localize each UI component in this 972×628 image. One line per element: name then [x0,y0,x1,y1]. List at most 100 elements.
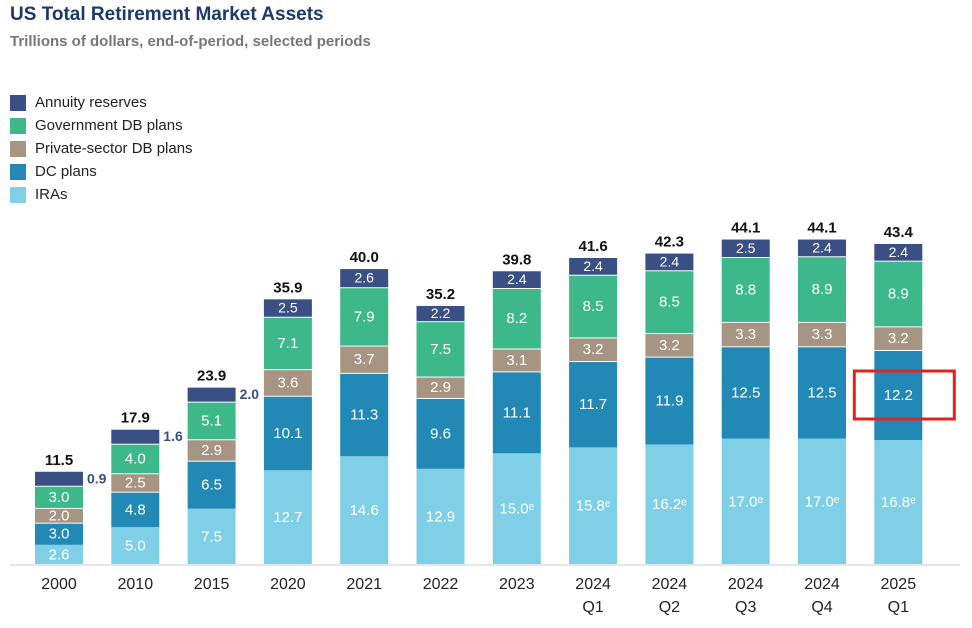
legend-swatch [10,94,26,111]
bar-segment [416,305,465,322]
bar-segment [645,334,694,357]
total-label: 35.2 [426,286,455,303]
bar-segment [645,271,694,334]
legend-label: DC plans [35,163,97,180]
bar-segment [35,508,83,523]
bar-segment [569,362,618,448]
bar-segment [569,257,618,275]
bar-segment [35,486,83,508]
data-label: 4.8 [125,501,146,518]
bar-segment [111,444,160,474]
data-label: 7.1 [277,335,298,352]
bar-segment [263,317,312,370]
data-label: 3.2 [659,337,680,354]
category-label: 2000 [41,576,77,593]
data-label: 9.6 [430,425,451,442]
total-label: 44.1 [807,220,836,237]
data-label: 8.5 [659,294,680,311]
data-label: 3.1 [506,352,527,369]
data-label: 6.5 [201,477,222,494]
bar-segment [492,349,541,372]
legend-label: Private-sector DB plans [35,140,193,157]
data-label: 3.2 [888,330,909,347]
bar-segment [492,372,541,454]
bar-segment [645,357,694,445]
legend-swatch [10,163,26,180]
bar-segment [187,461,236,509]
data-label: 11.9 [655,393,683,410]
bar-segment [340,346,389,373]
bar-segment [340,456,389,564]
bar-segment [416,468,465,564]
bar-segment [340,288,389,346]
bar-segment [187,387,236,402]
data-label: 2.4 [583,258,603,274]
data-label: 5.0 [125,538,146,555]
data-label: 2.6 [354,270,374,286]
data-label: 2.0 [240,386,260,402]
bar-segment [721,322,770,347]
bar-segment [645,444,694,564]
bar-segment [111,527,160,564]
bar-segment [187,402,236,440]
data-label: 12.7 [273,509,302,526]
data-label: 1.6 [163,428,183,444]
legend-item: Annuity reserves [10,91,193,114]
chart-subtitle: Trillions of dollars, end-of-period, sel… [10,33,371,50]
data-label: 8.8 [735,281,756,298]
data-label: 12.9 [426,508,455,525]
bar-segment [187,508,236,564]
total-label: 41.6 [578,238,607,255]
data-label: 2.5 [278,300,298,316]
bar-segment [798,239,846,257]
data-label: 2.2 [431,305,451,321]
data-label: 3.0 [49,526,70,543]
bar-segment [721,239,770,257]
bar-segment [721,257,770,322]
bar-segment [798,322,846,347]
category-label: Q1 [582,599,603,616]
data-label: 2.4 [660,253,680,269]
data-label: 11.7 [579,396,607,413]
bar-segment [569,447,618,564]
bar-segment [874,261,923,327]
data-label: 3.2 [583,341,604,358]
data-label: 16.2ᵉ [652,496,687,513]
total-label: 35.9 [273,279,302,296]
data-label: 14.6 [350,502,379,519]
bar-segment [798,257,846,322]
legend-label: Government DB plans [35,117,183,134]
data-label: 12.5 [731,384,760,401]
total-label: 23.9 [197,368,226,385]
bar-segment [187,440,236,461]
data-label: 2.6 [49,546,70,563]
legend-item: DC plans [10,160,193,183]
data-label: 8.9 [888,286,909,303]
data-label: 15.8ᵉ [576,498,611,515]
category-label: 2023 [499,576,535,593]
bar-segment [263,299,312,317]
legend-swatch [10,186,26,203]
category-label: 2015 [194,576,230,593]
bar-segment [111,492,160,528]
total-label: 11.5 [45,452,73,469]
bar-segment [874,440,923,564]
category-label: 2021 [346,576,382,593]
legend-swatch [10,140,26,157]
data-label: 17.0ᵉ [805,493,840,510]
bar-segment [111,429,160,444]
data-label: 15.0ᵉ [499,501,534,518]
bar-segment [340,373,389,457]
data-label: 0.9 [87,470,107,486]
category-label: 2024 [804,576,840,593]
category-label: Q4 [811,599,832,616]
data-label: 7.9 [354,308,375,325]
legend-swatch [10,117,26,134]
bar-segment [721,438,770,564]
bar-segment [263,370,312,396]
bar-segment [492,271,541,288]
bar-segment [798,438,846,564]
data-label: 2.4 [889,244,909,260]
bar-segment [798,347,846,439]
data-label: 8.2 [506,310,527,327]
